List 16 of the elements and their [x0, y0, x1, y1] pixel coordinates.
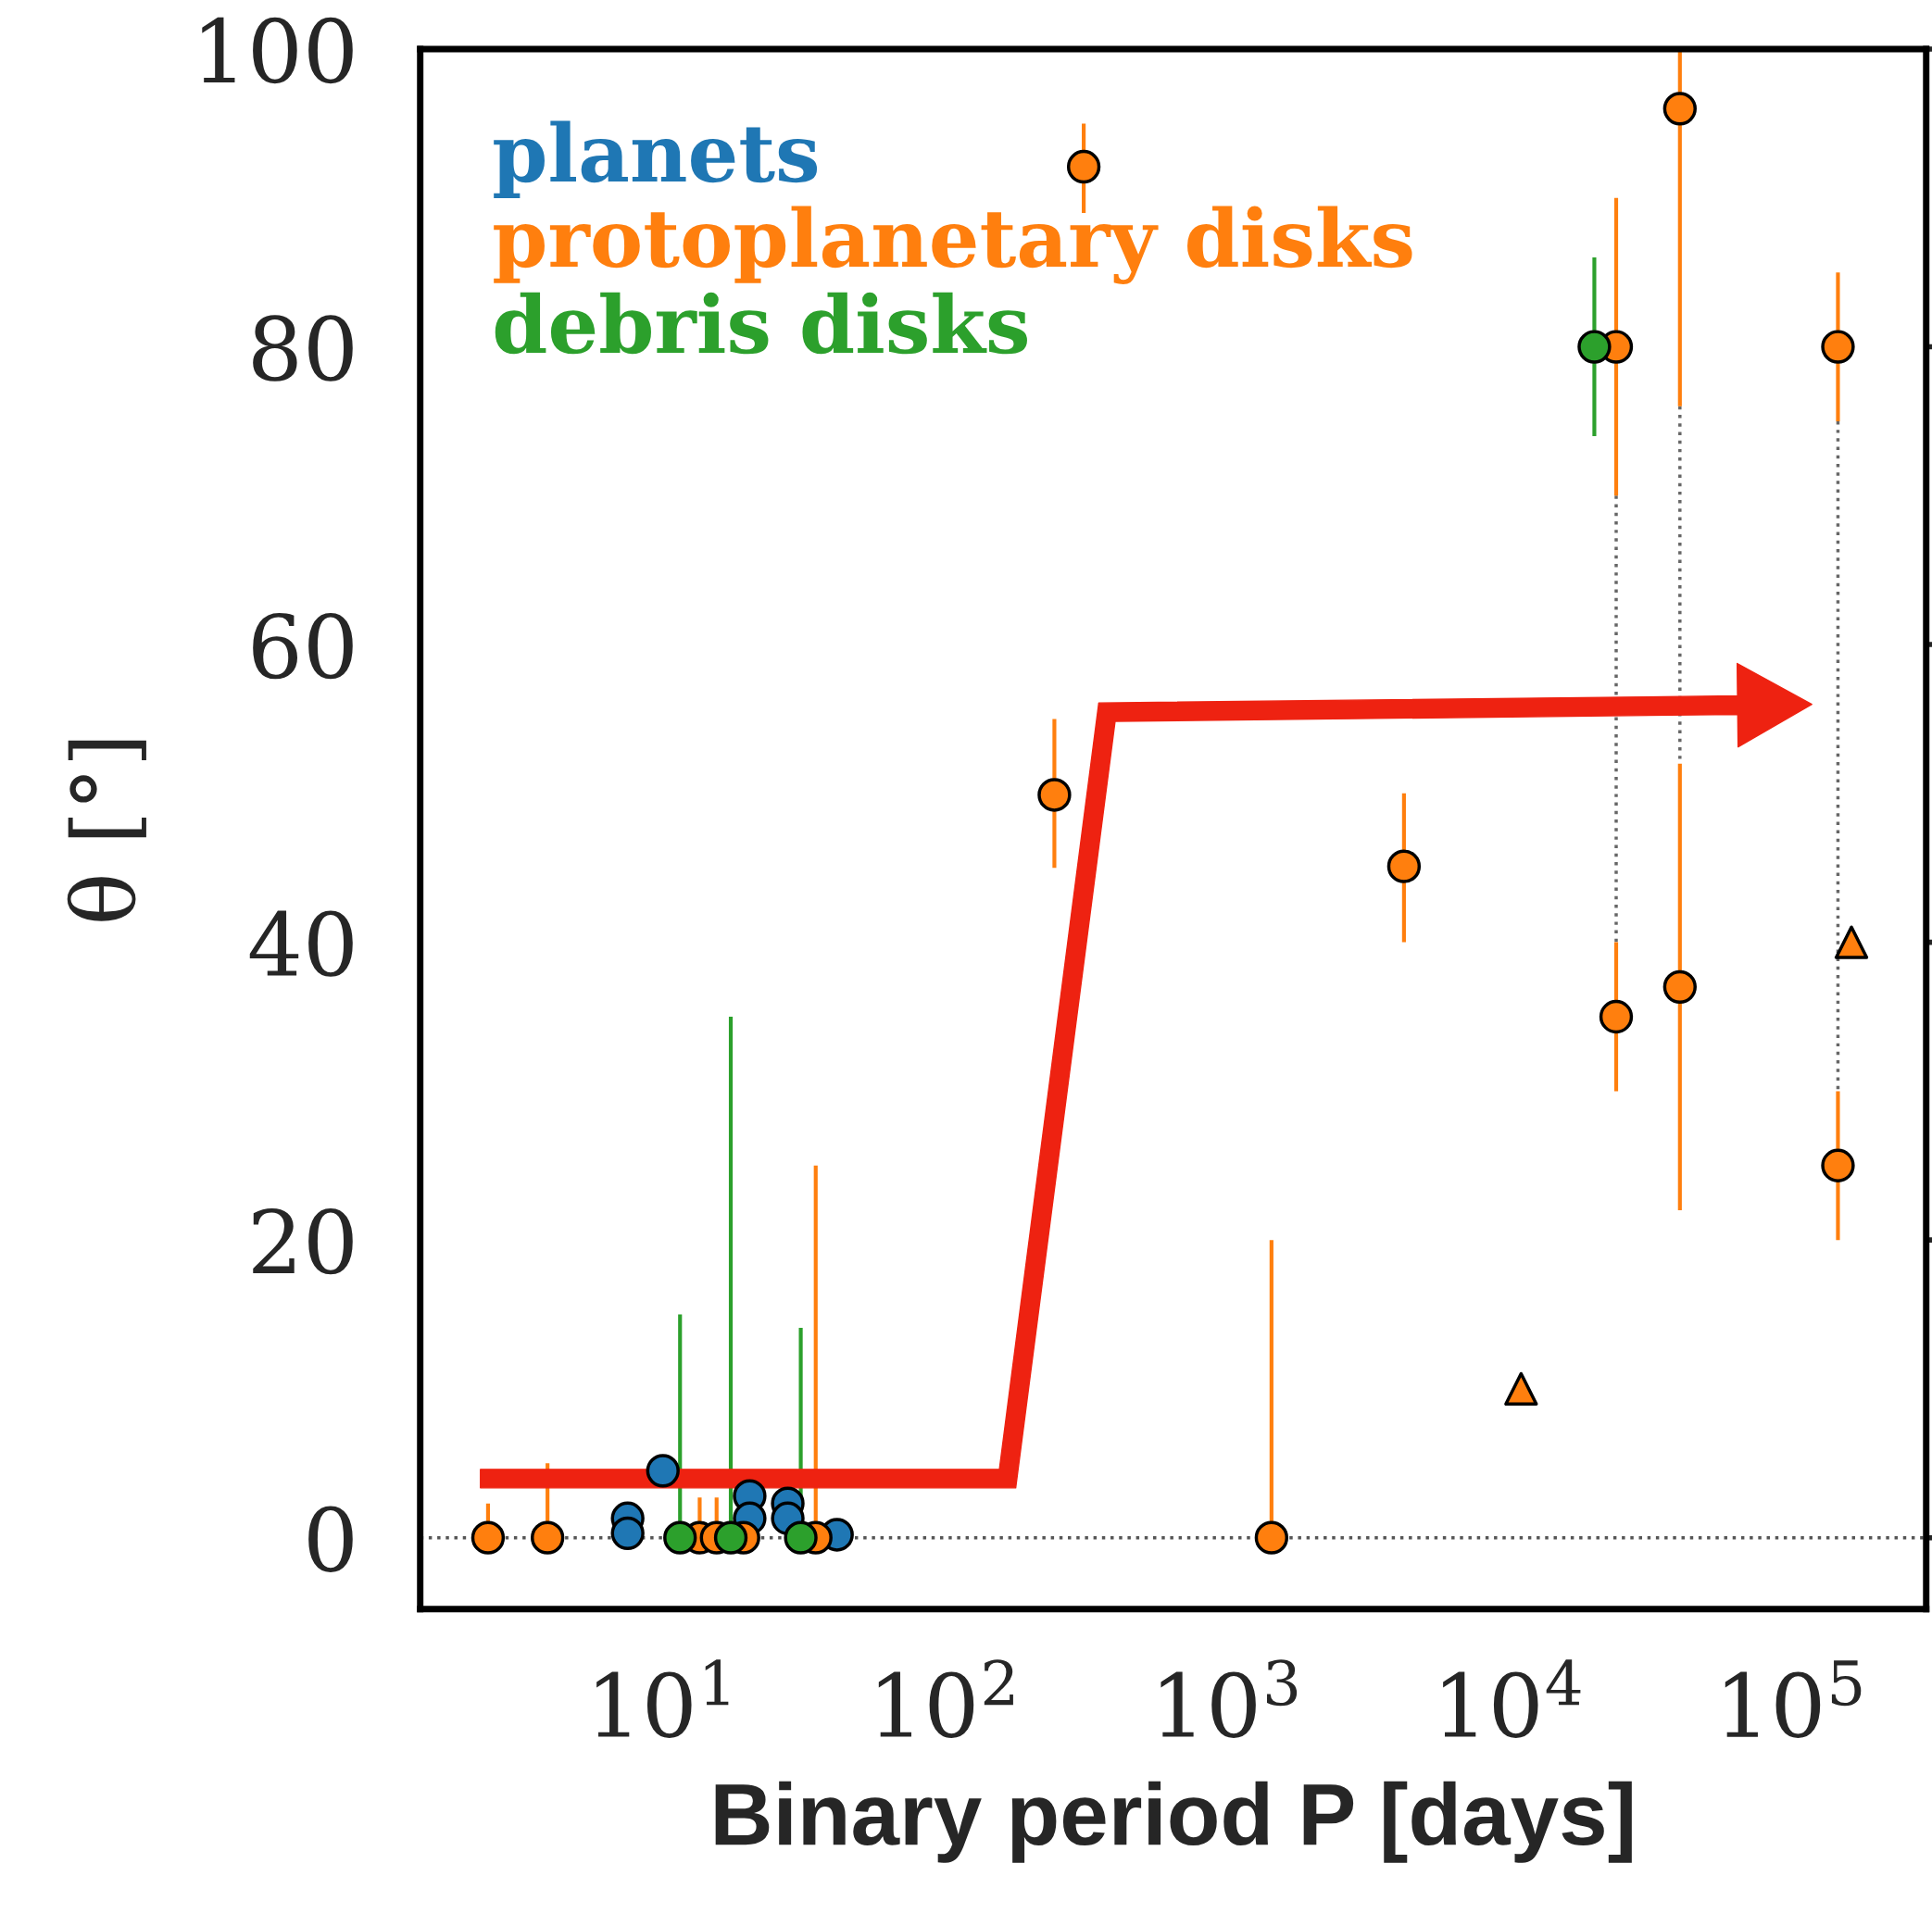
- y-tick-label: 60: [253, 612, 353, 680]
- y-tick-label: 100: [202, 17, 353, 84]
- x-tick-label: 10$^{1}$: [596, 1659, 729, 1738]
- y-tick-label: 20: [253, 1207, 353, 1275]
- x-tick-label: 10$^{3}$: [1160, 1659, 1298, 1738]
- y-tick-label: 40: [249, 910, 353, 977]
- x-tick-label: 10$^{4}$: [1443, 1659, 1581, 1738]
- text: planets: [494, 120, 818, 198]
- text: debris disks: [495, 292, 1027, 355]
- y-axis-title: θ [°]: [67, 740, 146, 921]
- x-axis-title: Binary period P [days]: [715, 1781, 1632, 1863]
- series-label: protoplanetary disks: [494, 206, 1412, 285]
- x-tick-label: 10$^{5}$: [1725, 1660, 1862, 1739]
- y-tick-label: 0: [308, 1506, 353, 1572]
- x-tick-label: 10$^{2}$: [878, 1659, 1013, 1738]
- y-tick-label: 80: [253, 315, 353, 381]
